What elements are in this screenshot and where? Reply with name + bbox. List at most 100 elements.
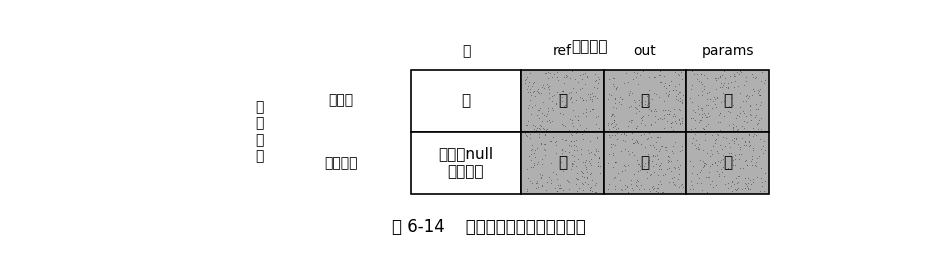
Point (738, 94, 753, 98)
Point (649, 172, 664, 177)
Point (522, 179, 537, 183)
Point (633, 121, 648, 125)
Point (520, 106, 535, 110)
Point (605, 84, 621, 88)
Point (584, 178, 599, 183)
Point (724, 138, 739, 142)
Point (744, 154, 759, 158)
Point (575, 72, 590, 77)
Point (645, 184, 660, 188)
Point (667, 121, 683, 125)
Point (657, 145, 672, 149)
Point (716, 114, 731, 118)
Point (736, 111, 751, 115)
Point (752, 176, 767, 180)
Point (629, 162, 645, 166)
Point (553, 148, 568, 153)
Point (537, 153, 552, 157)
Point (658, 91, 673, 95)
Point (540, 106, 555, 110)
Point (660, 153, 675, 158)
Point (741, 132, 756, 136)
Point (545, 72, 561, 76)
Point (743, 117, 758, 122)
Point (644, 158, 659, 163)
Point (684, 116, 700, 121)
Text: 否: 否 (723, 155, 731, 170)
Point (591, 163, 606, 168)
Point (605, 105, 621, 109)
Point (601, 77, 616, 82)
Point (747, 160, 763, 164)
Point (666, 166, 682, 170)
Point (610, 126, 625, 130)
Point (707, 137, 723, 141)
Point (621, 119, 636, 123)
Point (535, 83, 550, 87)
Point (724, 179, 739, 183)
Point (640, 160, 655, 164)
Text: 否: 否 (640, 93, 649, 108)
Point (555, 112, 570, 116)
Point (634, 69, 649, 73)
Point (561, 143, 576, 147)
Point (528, 179, 544, 183)
Point (703, 148, 718, 152)
Point (612, 149, 627, 154)
Point (605, 142, 620, 147)
Point (723, 92, 738, 97)
Point (648, 153, 664, 158)
Point (527, 94, 543, 98)
Point (567, 77, 583, 82)
Point (732, 91, 747, 95)
Point (531, 122, 546, 127)
Point (517, 77, 532, 82)
Point (745, 132, 761, 137)
Point (588, 115, 604, 119)
Point (518, 132, 533, 137)
Bar (521, 70, 604, 132)
Point (698, 162, 713, 166)
Point (549, 189, 565, 193)
Point (577, 125, 592, 130)
Point (696, 87, 711, 91)
Point (530, 91, 545, 95)
Point (538, 71, 553, 76)
Point (526, 89, 541, 93)
Point (618, 133, 633, 137)
Point (600, 187, 615, 191)
Point (670, 90, 685, 94)
Point (574, 174, 589, 178)
Point (707, 160, 723, 165)
Point (753, 127, 768, 132)
Point (522, 136, 537, 140)
Point (713, 167, 728, 171)
Point (695, 73, 710, 77)
Point (564, 133, 579, 137)
Point (692, 72, 707, 76)
Point (563, 95, 578, 100)
Point (585, 107, 600, 111)
Point (519, 167, 534, 171)
Point (665, 165, 681, 169)
Point (636, 102, 651, 106)
Point (664, 149, 680, 153)
Point (582, 97, 597, 101)
Point (650, 95, 665, 99)
Point (659, 118, 674, 123)
Point (533, 176, 548, 180)
Point (709, 151, 724, 155)
Point (534, 184, 549, 188)
Point (577, 107, 592, 111)
Point (536, 147, 551, 151)
Point (693, 181, 708, 185)
Point (623, 178, 638, 182)
Point (670, 117, 685, 122)
Point (538, 188, 553, 193)
Point (559, 74, 574, 78)
Point (652, 182, 667, 186)
Point (579, 73, 594, 78)
Point (702, 182, 717, 186)
Point (693, 89, 708, 93)
Point (650, 73, 665, 77)
